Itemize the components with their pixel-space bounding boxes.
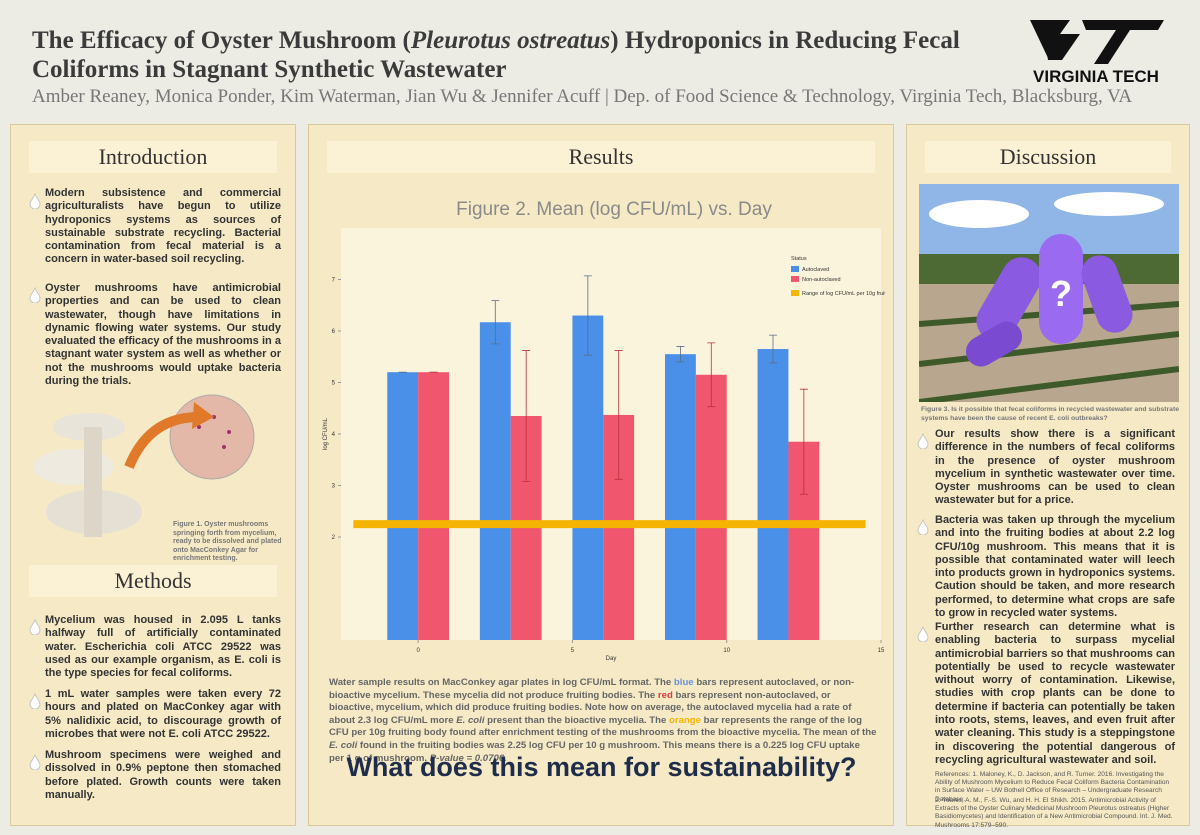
bar bbox=[387, 372, 419, 640]
bullet-icon bbox=[29, 754, 41, 770]
y-tick-label: 2 bbox=[332, 535, 336, 541]
reference: References: 1. Maloney, K., D. Jackson, … bbox=[935, 771, 1170, 803]
paragraph: 1 mL water samples were taken every 72 h… bbox=[45, 688, 281, 740]
logo-mark bbox=[1042, 20, 1164, 64]
title-part: ) Hydroponics in Reducing Fecal Coliform… bbox=[32, 27, 960, 83]
caption-text: bar represents the range of the log CFU … bbox=[329, 714, 877, 739]
paragraph: Oyster mushrooms have antimicrobial prop… bbox=[45, 282, 281, 388]
caption-pvalue: P-value = 0.0706. bbox=[429, 752, 507, 764]
paragraph: Mushroom specimens were weighed and diss… bbox=[45, 749, 281, 801]
logo-text: VIRGINIA TECH bbox=[1033, 67, 1159, 86]
error-bar bbox=[583, 275, 592, 356]
section-heading: Discussion bbox=[925, 141, 1171, 173]
caption-species: E. coli bbox=[329, 739, 358, 751]
middle-panel: Results Figure 2. Mean (log CFU/mL) vs. … bbox=[308, 124, 907, 826]
logo-mark bbox=[1030, 20, 1054, 58]
caption-text: Water sample results on MacConkey agar p… bbox=[329, 677, 674, 688]
section-heading: Results bbox=[327, 141, 875, 173]
error-bar bbox=[522, 350, 531, 482]
section-heading: Introduction bbox=[29, 141, 277, 173]
bullet-icon bbox=[917, 626, 929, 642]
legend-swatch bbox=[791, 290, 799, 296]
bullet-icon bbox=[917, 519, 929, 535]
bar bbox=[665, 354, 696, 640]
caption-highlight: blue bbox=[673, 677, 694, 688]
bullet-icon bbox=[29, 287, 41, 303]
legend-swatch bbox=[791, 276, 799, 282]
bullet-icon bbox=[29, 693, 41, 709]
caption-text: bars represent non-autoclaved, or bioact… bbox=[329, 689, 852, 726]
svg-text:?: ? bbox=[1050, 273, 1072, 314]
y-tick-label: 6 bbox=[332, 329, 336, 335]
bar bbox=[757, 349, 789, 640]
error-bar bbox=[707, 342, 716, 408]
y-axis-label: log CFU/mL bbox=[323, 417, 329, 450]
figure-1-image bbox=[34, 394, 255, 537]
section-heading: Methods bbox=[29, 565, 277, 597]
legend-swatch bbox=[791, 266, 799, 272]
error-bar bbox=[491, 300, 500, 345]
caption-species: E. coli bbox=[456, 714, 485, 726]
poster-title: The Efficacy of Oyster Mushroom (Pleurot… bbox=[32, 26, 992, 84]
paragraph: Bacteria was taken up through the myceli… bbox=[935, 514, 1175, 620]
y-tick-label: 7 bbox=[332, 278, 336, 284]
right-panel: Discussion ? Figure 3. Is it possible th… bbox=[906, 124, 1190, 829]
title-part: The Efficacy of Oyster Mushroom ( bbox=[32, 27, 411, 54]
y-tick-label: 5 bbox=[332, 381, 336, 387]
legend-label: Autoclaved bbox=[802, 267, 829, 273]
chart: Figure 2. Mean (log CFU/mL) vs. Day 2 3 4 5 6… bbox=[323, 199, 907, 662]
left-panel: Introduction Modern subsistence and comm… bbox=[10, 124, 296, 826]
bar bbox=[479, 322, 511, 640]
x-tick-label: 5 bbox=[571, 648, 575, 654]
x-tick-label: 10 bbox=[723, 648, 730, 654]
legend-label: Non-autoclaved bbox=[802, 277, 841, 283]
caption-text: present than the bioactive mycelia. The bbox=[484, 714, 669, 726]
paragraph: Our results show there is a significant … bbox=[935, 428, 1175, 507]
bar bbox=[695, 374, 727, 640]
x-axis-label: Day bbox=[606, 656, 617, 662]
figure-3-image: ? bbox=[919, 184, 1179, 402]
error-bar bbox=[676, 346, 685, 363]
bar bbox=[572, 315, 604, 640]
figure-caption: Figure 3. Is it possible that fecal coli… bbox=[921, 406, 1179, 422]
figure-2-caption: Water sample results on MacConkey agar p… bbox=[329, 677, 877, 765]
caption-highlight: orange bbox=[668, 714, 701, 726]
caption-text: bars represent autoclaved, or non-bioact… bbox=[329, 677, 855, 701]
x-tick-label: 15 bbox=[878, 648, 885, 654]
bullet-icon bbox=[29, 619, 41, 635]
bullet-icon bbox=[917, 433, 929, 449]
chart-title: Figure 2. Mean (log CFU/mL) vs. Day bbox=[456, 199, 772, 220]
figure-caption: Figure 1. Oyster mushrooms springing for… bbox=[173, 521, 282, 562]
bar bbox=[418, 372, 449, 640]
paragraph: Mycelium was housed in 2.095 L tanks hal… bbox=[45, 614, 281, 680]
caption-text: found in the fruiting bodies was 2.25 lo… bbox=[329, 739, 860, 764]
title-species: Pleurotus ostreatus bbox=[410, 27, 611, 54]
y-tick-label: 3 bbox=[332, 484, 336, 490]
bullet-icon bbox=[29, 193, 41, 209]
error-bar bbox=[614, 350, 623, 480]
error-bar bbox=[769, 334, 777, 364]
legend-label: Range of log CFU/mL per 10g fruiting bod… bbox=[802, 291, 885, 297]
y-tick-label: 4 bbox=[332, 432, 336, 438]
paragraph: Modern subsistence and commercial agricu… bbox=[45, 187, 281, 266]
authors: Amber Reaney, Monica Ponder, Kim Waterma… bbox=[32, 86, 1133, 107]
legend-title: Status bbox=[791, 256, 807, 262]
error-bar bbox=[799, 388, 808, 495]
caption-highlight: red bbox=[657, 689, 673, 701]
reference: 2. Younis, A. M., F.-S. Wu, and H. H. El… bbox=[935, 797, 1173, 829]
chart-area: Figure 2. Mean (log CFU/mL) vs. Day 2 3 4 5 6… bbox=[319, 185, 907, 670]
paragraph: Further research can determine what is e… bbox=[935, 621, 1175, 766]
question: What does this mean for sustainability? bbox=[346, 752, 857, 782]
logo: VIRGINIA TECH bbox=[1030, 20, 1164, 86]
x-tick-label: 0 bbox=[416, 648, 420, 654]
